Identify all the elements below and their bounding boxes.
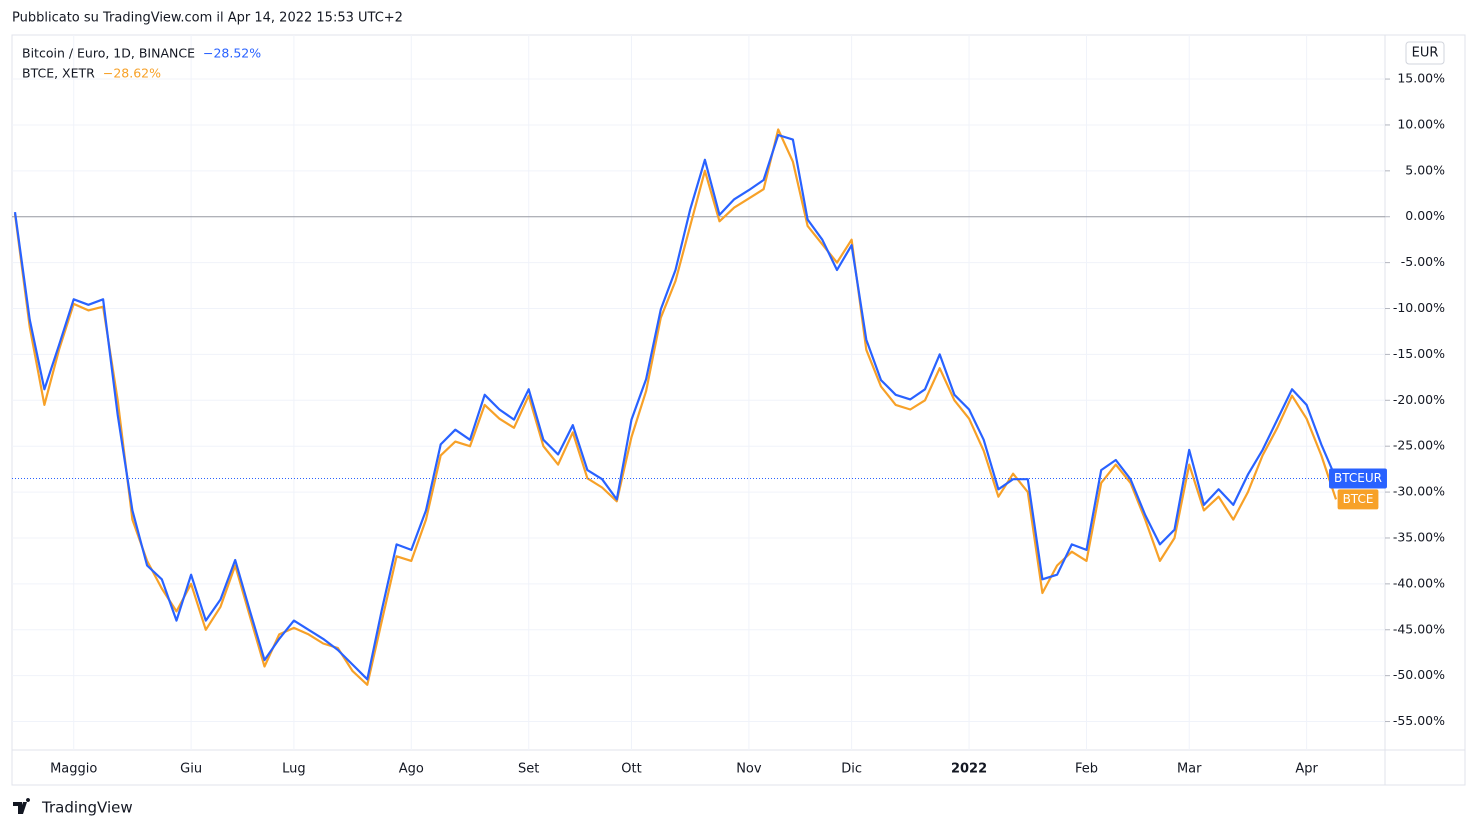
x-tick-label: Lug	[282, 762, 306, 777]
brand: TradingView	[41, 799, 133, 817]
x-tick-label: Feb	[1075, 762, 1098, 777]
price-tag: BTCE	[1337, 489, 1379, 510]
legend-change: −28.62%	[103, 66, 161, 81]
y-tick-label: -20.00%	[1393, 392, 1445, 407]
y-tick-label: -25.00%	[1393, 438, 1445, 453]
x-tick-label: Nov	[736, 762, 762, 777]
frame	[11, 34, 1466, 786]
y-tick-label: 15.00%	[1397, 71, 1445, 86]
y-tick-label: -10.00%	[1393, 300, 1445, 315]
header: Pubblicato su TradingView.com il Apr 14,…	[12, 11, 403, 26]
price-tag-label: BTCEUR	[1334, 471, 1382, 485]
y-tick-label: -45.00%	[1393, 621, 1445, 636]
legend-name: Bitcoin / Euro, 1D, BINANCE	[22, 46, 195, 61]
currency-label[interactable]: EUR	[1412, 46, 1439, 61]
legend-change: −28.52%	[203, 46, 261, 61]
x-tick-label: Maggio	[50, 762, 97, 777]
y-tick-label: 5.00%	[1405, 162, 1445, 177]
y-tick-label: -5.00%	[1401, 254, 1445, 269]
tv-logo	[13, 798, 31, 814]
price-tag-label: BTCE	[1343, 492, 1374, 506]
price-tag-box	[1337, 489, 1379, 510]
y-tick-label: -15.00%	[1393, 346, 1445, 361]
y-tick-label: -30.00%	[1393, 484, 1445, 499]
y-tick-label: -55.00%	[1393, 713, 1445, 728]
price-tag-box	[1329, 468, 1387, 489]
x-tick-label: Ott	[621, 762, 641, 777]
x-tick-label: 2022	[951, 762, 987, 777]
legend-name: BTCE, XETR	[22, 66, 95, 81]
x-tick-label: Mar	[1177, 762, 1202, 777]
y-tick-label: -50.00%	[1393, 667, 1445, 682]
x-tick-label: Giu	[180, 762, 202, 777]
y-tick-label: 0.00%	[1405, 208, 1445, 223]
x-tick-label: Dic	[841, 762, 862, 777]
price-tag: BTCEUR	[1329, 468, 1387, 489]
y-tick-label: -35.00%	[1393, 529, 1445, 544]
series-line	[13, 128, 1338, 686]
x-tick-label: Ago	[399, 762, 424, 777]
series-line	[13, 133, 1338, 681]
x-tick-label: Set	[518, 762, 539, 777]
x-tick-label: Apr	[1295, 762, 1318, 777]
y-tick-label: 10.00%	[1397, 116, 1445, 131]
y-tick-label: -40.00%	[1393, 575, 1445, 590]
currency-button[interactable]	[1405, 41, 1445, 65]
